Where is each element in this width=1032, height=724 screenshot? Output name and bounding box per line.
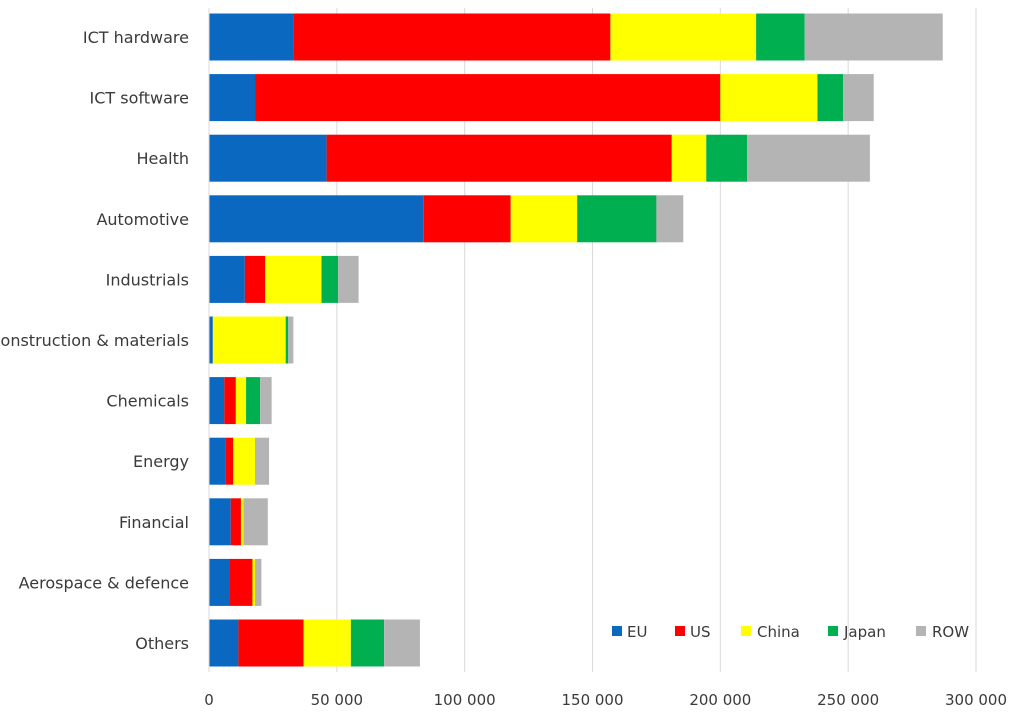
bar-china-industrials [265,255,322,303]
bars [209,13,943,667]
legend-swatch-japan [828,626,838,636]
bar-eu-ict-hardware [209,13,294,61]
bar-eu-others [209,619,239,667]
x-tick-label: 300 000 [945,691,1007,709]
category-label: Construction & materials [0,331,189,350]
x-tick-label: 150 000 [561,691,623,709]
bar-japan-automotive [577,195,657,243]
x-tick-label: 0 [204,691,214,709]
bar-eu-construction-and-materials [209,316,213,364]
bar-japan-chemicals [246,377,261,425]
category-label: Energy [133,452,189,471]
bar-japan-ict-hardware [756,13,805,61]
bar-us-ict-software [255,74,721,122]
legend-swatch-us [675,626,685,636]
bar-us-financial [230,498,241,546]
bar-row-financial [243,498,268,546]
legend-swatch-china [741,626,751,636]
bar-eu-energy [209,437,226,485]
category-label: ICT hardware [83,28,189,47]
legend-swatch-eu [612,626,622,636]
x-tick-label: 250 000 [817,691,879,709]
bar-japan-industrials [321,255,339,303]
category-label: Others [135,634,189,653]
bar-row-construction-and-materials [288,316,294,364]
category-label: ICT software [90,89,189,108]
legend: EU US China Japan ROW [612,623,969,641]
bar-us-ict-hardware [293,13,611,61]
bar-eu-health [209,134,327,182]
bar-row-health [747,134,870,182]
legend-label-eu: EU [627,623,647,641]
axes: 0 50 000 100 000 150 000 200 000 250 000 300 0… [0,8,1007,709]
bar-eu-ict-software [209,74,256,122]
bar-us-industrials [244,255,266,303]
bar-row-aerospace-and-defence [255,558,262,606]
bar-row-ict-software [843,74,874,122]
bar-us-others [238,619,304,667]
bar-eu-chemicals [209,377,225,425]
bar-china-ict-software [720,74,818,122]
category-label: Chemicals [106,392,189,411]
legend-label-japan: Japan [843,623,886,641]
bar-row-energy [255,437,270,485]
bar-eu-financial [209,498,231,546]
legend-swatch-row [916,626,926,636]
category-label: Health [136,149,189,168]
category-label: Automotive [96,210,189,229]
bar-row-industrials [338,255,359,303]
bar-us-chemicals [224,377,236,425]
legend-label-china: China [757,623,800,641]
bar-row-others [384,619,420,667]
bar-japan-construction-and-materials [285,316,289,364]
bar-china-construction-and-materials [212,316,286,364]
bar-us-energy [225,437,234,485]
bar-china-others [303,619,351,667]
bar-row-chemicals [260,377,272,425]
category-label: Industrials [106,270,189,289]
bar-us-health [326,134,672,182]
bar-row-automotive [656,195,684,243]
bar-japan-others [350,619,385,667]
bar-china-energy [233,437,256,485]
bar-china-chemicals [235,377,247,425]
x-tick-label: 200 000 [689,691,751,709]
bar-japan-ict-software [817,74,844,122]
bar-us-aerospace-and-defence [229,558,253,606]
legend-label-us: US [690,623,711,641]
x-tick-label: 100 000 [434,691,496,709]
bar-eu-industrials [209,255,245,303]
bar-china-automotive [510,195,578,243]
bar-china-health [671,134,707,182]
bar-china-financial [240,498,244,546]
legend-label-row: ROW [932,623,969,641]
bar-us-automotive [423,195,511,243]
bar-china-aerospace-and-defence [252,558,256,606]
bar-row-ict-hardware [804,13,943,61]
x-tick-label: 50 000 [311,691,364,709]
category-label: Aerospace & defence [19,573,189,592]
category-label: Financial [119,513,189,532]
bar-eu-aerospace-and-defence [209,558,230,606]
bar-china-ict-hardware [610,13,757,61]
bar-eu-automotive [209,195,424,243]
bar-japan-health [706,134,748,182]
